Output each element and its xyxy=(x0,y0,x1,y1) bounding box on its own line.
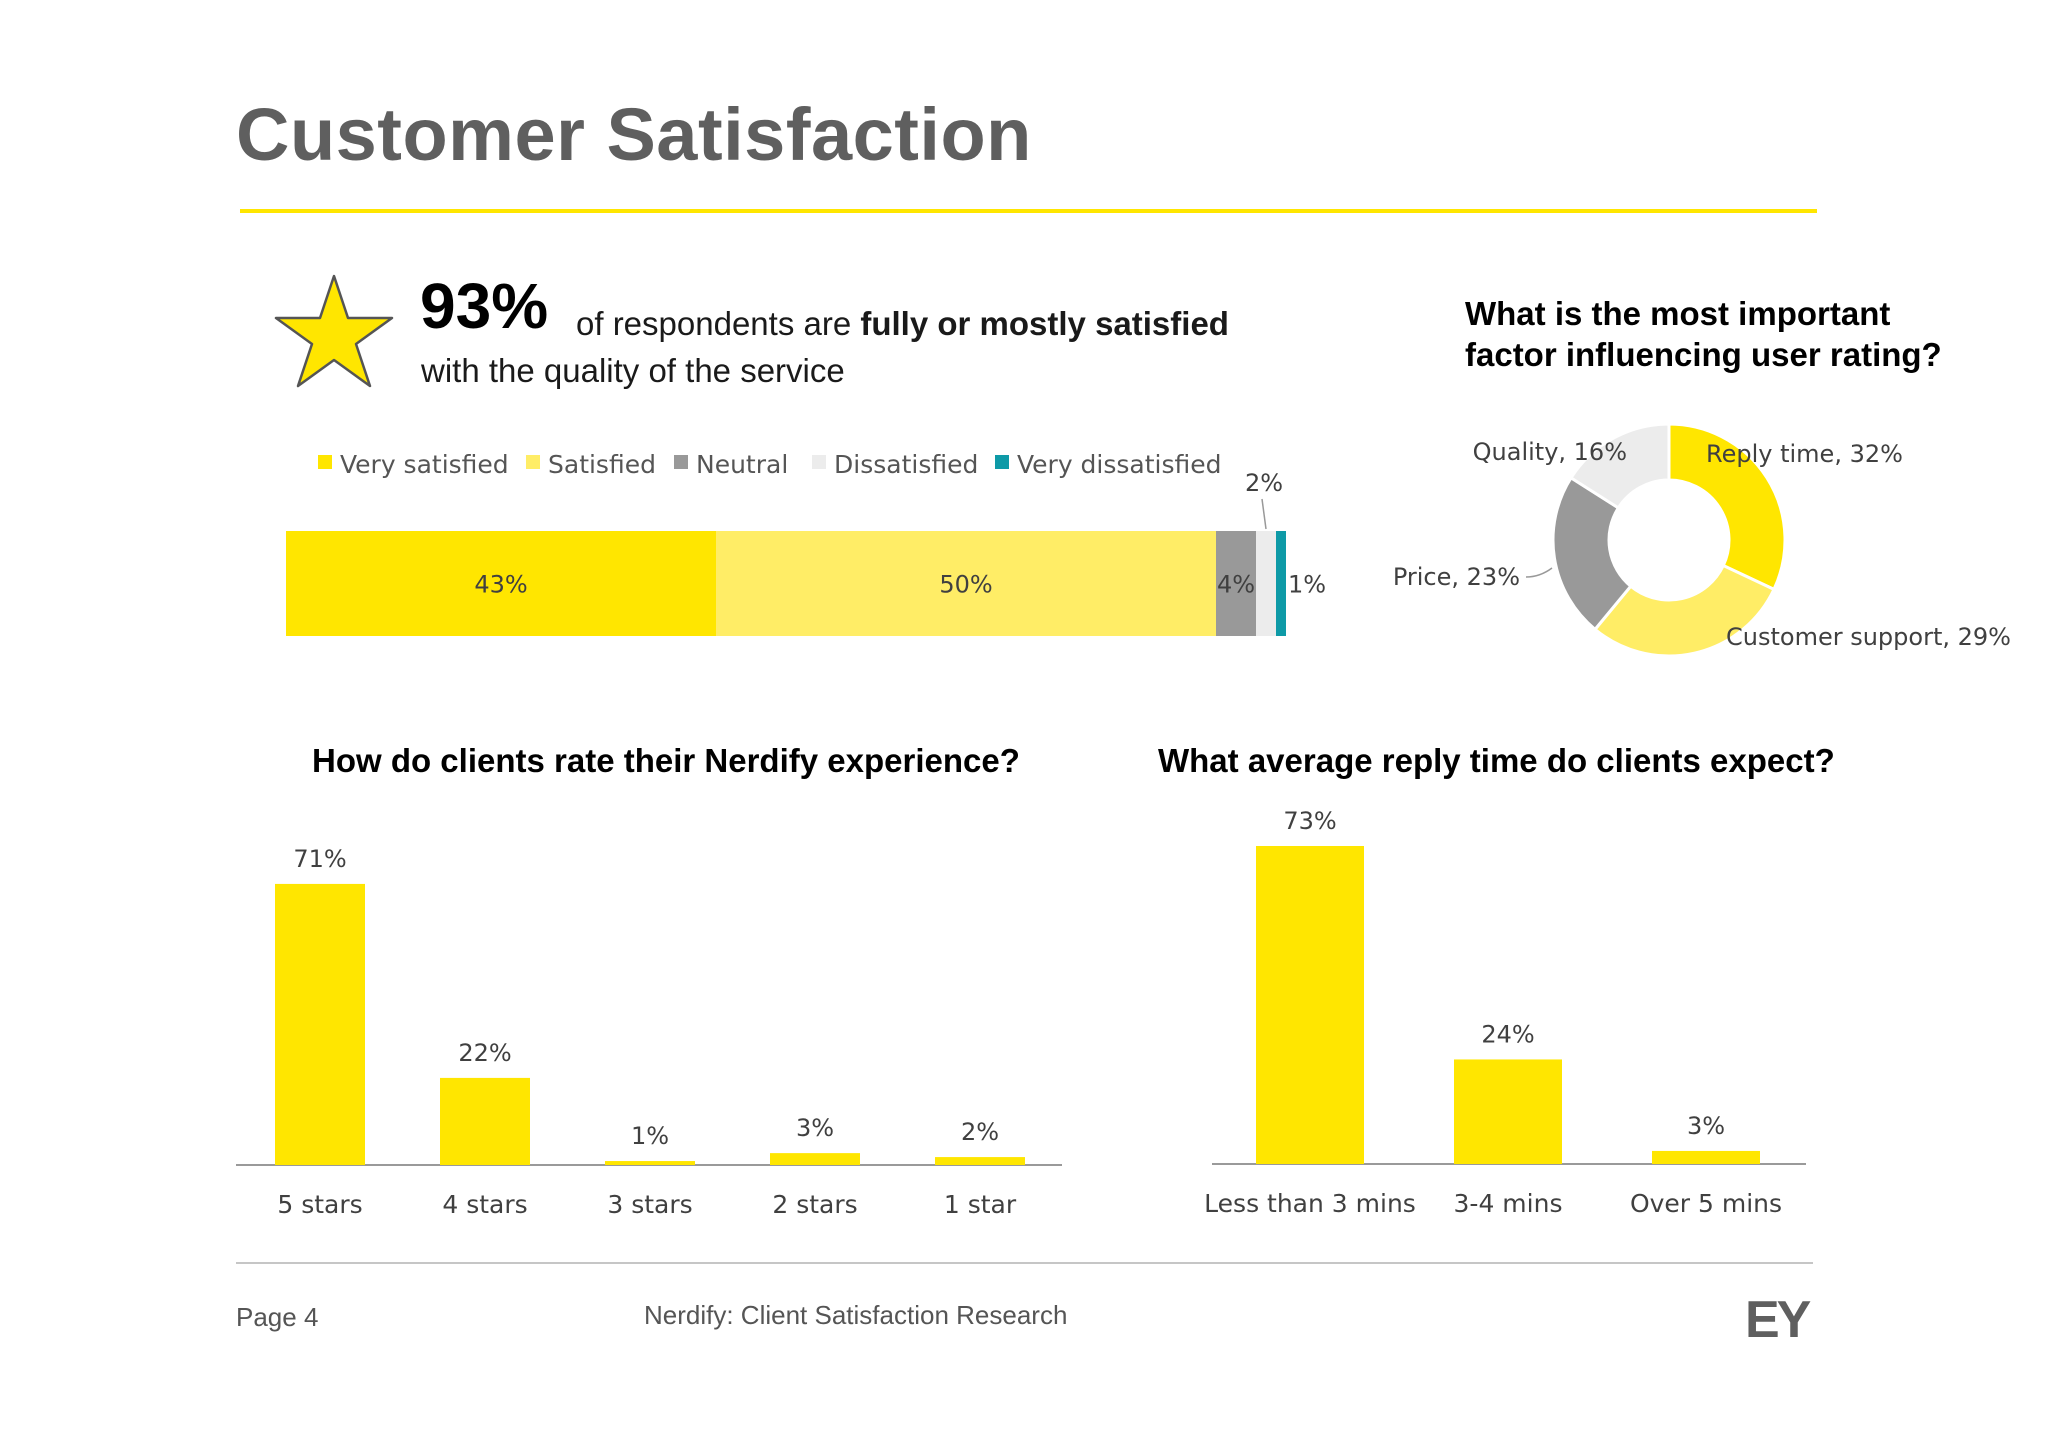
data-label: 2% xyxy=(1245,469,1283,497)
stacked-bar-segment xyxy=(1276,531,1286,636)
x-tick-label: 2 stars xyxy=(772,1190,857,1219)
bar-value-label: 22% xyxy=(458,1039,511,1067)
rating-bar-chart: 71% 5 stars 22% 4 stars 1% 3 stars 3% 2 stars 2%… xyxy=(236,845,1062,1219)
rating-factor-donut-chart: Reply time, 32% Customer support, 29% Pric… xyxy=(1393,422,2011,658)
data-label-leader xyxy=(1261,498,1267,530)
legend-swatch xyxy=(812,455,826,469)
bar xyxy=(1652,1150,1760,1164)
legend-label: Very dissatisfied xyxy=(1017,450,1222,479)
donut-slice-label: Reply time, 32% xyxy=(1706,440,1903,468)
donut-slice-label: Price, 23% xyxy=(1393,563,1520,591)
headline-text-bold: fully or mostly satisfied xyxy=(860,305,1229,342)
headline-text: of respondents are fully or mostly satis… xyxy=(576,305,1229,343)
bar-value-label: 3% xyxy=(796,1114,834,1142)
legend-label: Very satisfied xyxy=(340,450,509,479)
x-tick-label: Less than 3 mins xyxy=(1204,1189,1416,1218)
footer-page-number: Page 4 xyxy=(236,1302,319,1332)
bar-value-label: 3% xyxy=(1687,1112,1725,1140)
donut-chart-title-line2: factor influencing user rating? xyxy=(1465,336,1942,373)
stacked-bar-segment xyxy=(286,531,716,636)
star-icon xyxy=(274,274,394,388)
ey-logo: EY xyxy=(1745,1291,1811,1349)
bar-value-label: 2% xyxy=(961,1118,999,1146)
reply-time-chart-title: What average reply time do clients expec… xyxy=(1158,742,1835,779)
donut-slice-label: Quality, 16% xyxy=(1473,438,1627,466)
rating-chart-title: How do clients rate their Nerdify experi… xyxy=(312,742,1020,779)
footer-divider xyxy=(236,1262,1813,1264)
title-underline xyxy=(240,209,1817,213)
x-tick-label: Over 5 mins xyxy=(1630,1189,1782,1218)
donut-label-leader xyxy=(1525,567,1553,578)
x-tick-label: 3-4 mins xyxy=(1454,1189,1563,1218)
data-label: 1% xyxy=(1288,571,1326,599)
donut-slice xyxy=(1551,475,1633,632)
footer-report-title: Nerdify: Client Satisfaction Research xyxy=(644,1300,1068,1330)
legend-swatch xyxy=(526,455,540,469)
headline-text-pre: of respondents are xyxy=(576,305,861,342)
donut-slice-label: Customer support, 29% xyxy=(1726,623,2011,651)
legend-swatch xyxy=(674,455,688,469)
legend-swatch xyxy=(318,455,332,469)
stacked-bar-segment xyxy=(716,531,1216,636)
bar xyxy=(1256,846,1364,1164)
bar-value-label: 71% xyxy=(293,845,346,873)
donut-chart-title-line1: What is the most important xyxy=(1465,295,1891,332)
donut-slice xyxy=(1592,563,1776,658)
bar xyxy=(935,1157,1025,1165)
x-tick-label: 1 star xyxy=(944,1190,1017,1219)
data-label: 50% xyxy=(939,571,992,599)
donut-slice xyxy=(1568,422,1671,510)
reply-time-bar-chart: 73% Less than 3 mins 24% 3-4 mins 3% Over 5 m… xyxy=(1204,807,1806,1218)
data-label: 4% xyxy=(1217,571,1255,599)
bar-value-label: 24% xyxy=(1481,1020,1534,1048)
satisfaction-stacked-bar-chart: Very satisfied Satisfied Neutral Dissatisfi… xyxy=(286,450,1326,636)
headline-percentage: 93% xyxy=(420,270,549,342)
legend-label: Satisfied xyxy=(548,450,656,479)
bar xyxy=(770,1153,860,1165)
bar xyxy=(440,1077,530,1165)
bar-value-label: 1% xyxy=(631,1122,669,1150)
donut-slice xyxy=(1667,422,1787,592)
legend-swatch xyxy=(995,455,1009,469)
headline-line2: with the quality of the service xyxy=(421,352,845,389)
data-label: 43% xyxy=(474,571,527,599)
legend-label: Neutral xyxy=(696,450,788,479)
donut-chart-title: What is the most important factor influe… xyxy=(1465,293,1942,375)
legend-label: Dissatisfied xyxy=(834,450,978,479)
x-tick-label: 5 stars xyxy=(277,1190,362,1219)
bar xyxy=(275,883,365,1165)
stacked-bar-segment xyxy=(1216,531,1256,636)
bar-value-label: 73% xyxy=(1283,807,1336,835)
page-title: Customer Satisfaction xyxy=(236,93,1032,176)
bar xyxy=(605,1161,695,1165)
x-tick-label: 4 stars xyxy=(442,1190,527,1219)
bar xyxy=(1454,1059,1562,1164)
stacked-bar-segment xyxy=(1256,531,1276,636)
x-tick-label: 3 stars xyxy=(607,1190,692,1219)
